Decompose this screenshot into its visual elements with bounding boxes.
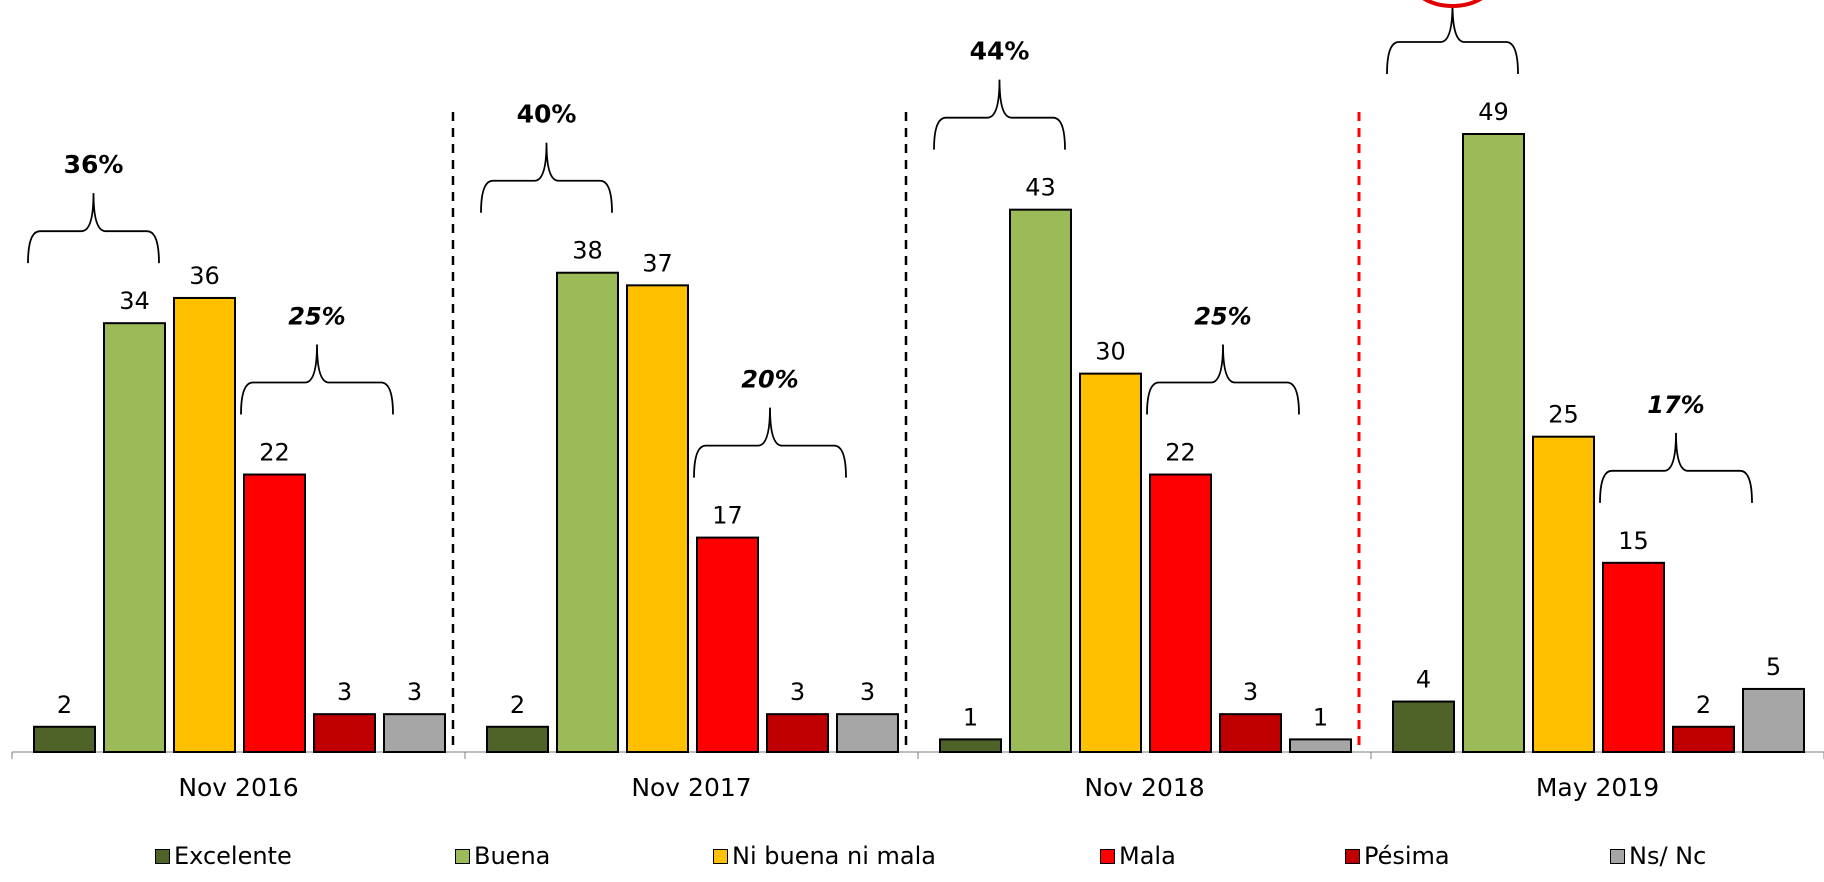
highlight-circle [1422,0,1483,8]
value-label: 1 [963,703,978,731]
positive-brace [27,193,160,264]
legend-label: Buena [474,842,551,870]
bar-p-sima [313,713,376,754]
value-label: 34 [119,287,150,315]
legend-label: Pésima [1364,842,1450,870]
value-label: 3 [860,678,875,706]
legend-swatch [1100,848,1115,864]
value-label: 37 [642,249,673,277]
legend-label: Ni buena ni mala [732,842,936,870]
value-label: 22 [259,439,290,467]
legend-label: Excelente [174,842,292,870]
bar-mala [1602,561,1665,754]
value-label: 3 [1243,678,1258,706]
negative-total-label: 20% [741,366,798,394]
category-label: Nov 2018 [1084,773,1204,802]
value-label: 22 [1165,439,1196,467]
value-label: 4 [1416,666,1431,694]
bar-buena [556,271,619,753]
legend-item-ni-buena-ni-mala: Ni buena ni mala [713,842,936,870]
negative-total-label: 25% [288,303,345,331]
negative-brace [1146,344,1300,415]
bar-ni-buena-ni-mala [1079,372,1142,753]
value-label: 5 [1766,653,1781,681]
positive-total-label: 40% [517,100,577,129]
value-label: 30 [1095,338,1126,366]
positive-brace [933,79,1066,150]
bar-buena [1462,133,1525,753]
bar-mala [1149,473,1212,753]
legend-item-excelente: Excelente [155,842,292,870]
value-label: 43 [1025,174,1056,202]
bar-p-sima [1672,725,1735,754]
negative-total-label: 25% [1194,303,1251,331]
legend-swatch [455,848,470,864]
value-label: 2 [510,691,525,719]
legend-swatch [155,848,170,864]
legend-item-p-sima: Pésima [1345,842,1450,870]
bar-excelente [33,725,96,754]
bar-mala [696,536,759,754]
bar-p-sima [766,713,829,754]
bar-ni-buena-ni-mala [626,284,689,753]
bar-ni-buena-ni-mala [1532,435,1595,753]
value-label: 3 [790,678,805,706]
bar-ni-buena-ni-mala [173,296,236,753]
legend-label: Ns/ Nc [1629,842,1707,870]
legend-item-ns-nc: Ns/ Nc [1610,842,1706,870]
value-label: 2 [1696,691,1711,719]
negative-total-label: 17% [1647,391,1704,419]
value-label: 3 [407,678,422,706]
value-label: 38 [572,237,603,265]
bar-buena [103,322,166,753]
legend: Excelente Buena Ni buena ni mala Mala Pésima… [0,842,1824,882]
value-label: 17 [712,502,743,530]
bar-ns-nc [1289,738,1352,754]
bar-ns-nc [383,713,446,754]
value-label: 49 [1478,98,1509,126]
negative-brace [1599,432,1753,503]
bar-excelente [939,738,1002,754]
value-label: 2 [57,691,72,719]
value-label: 3 [337,678,352,706]
bar-buena [1009,208,1072,753]
legend-label: Mala [1119,842,1176,870]
positive-brace [1386,3,1519,75]
legend-item-mala: Mala [1100,842,1176,870]
bar-excelente [486,725,549,754]
bar-excelente [1392,700,1455,754]
value-label: 15 [1618,527,1649,555]
legend-item-buena: Buena [455,842,550,870]
legend-swatch [1610,848,1625,864]
legend-swatch [1345,848,1360,864]
bar-mala [243,473,306,753]
value-label: 25 [1548,401,1579,429]
positive-total-label: 44% [970,37,1030,66]
category-label: May 2019 [1536,773,1659,802]
value-label: 36 [189,262,220,290]
positive-brace [480,142,613,213]
legend-swatch [713,848,728,864]
category-label: Nov 2016 [178,773,298,802]
negative-brace [240,344,394,415]
category-label: Nov 2017 [631,773,751,802]
bar-ns-nc [1742,687,1805,754]
negative-brace [693,407,847,478]
bar-p-sima [1219,713,1282,754]
bar-ns-nc [836,713,899,754]
value-label: 1 [1313,703,1328,731]
positive-total-label: 36% [64,150,124,179]
